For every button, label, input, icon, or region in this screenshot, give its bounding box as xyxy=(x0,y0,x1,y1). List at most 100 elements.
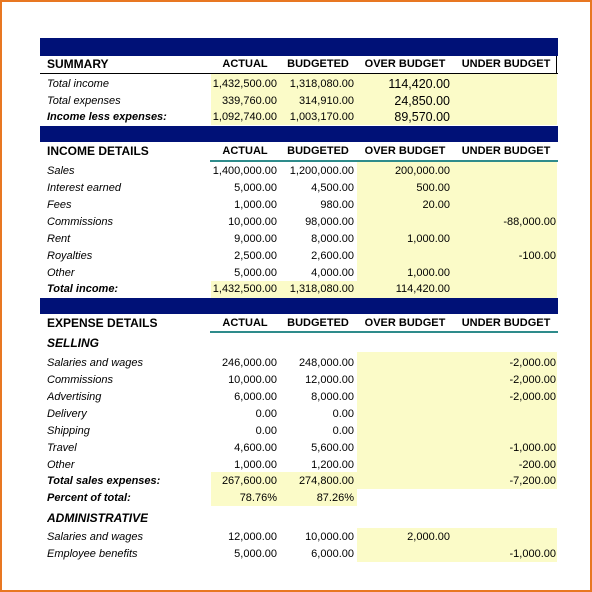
over-cell[interactable]: 114,420.00 xyxy=(388,77,450,91)
table-row[interactable]: Commissions 10,000.00 12,000.00 -2,000.0… xyxy=(40,372,558,389)
over-cell[interactable]: 114,420.00 xyxy=(395,283,450,295)
budgeted-cell[interactable]: 1,318,080.00 xyxy=(289,283,354,295)
table-row-total[interactable]: Total sales expenses: 267,600.00 274,800… xyxy=(40,473,558,490)
table-row-total[interactable]: Total income: 1,432,500.00 1,318,080.00 … xyxy=(40,281,558,298)
actual-cell[interactable]: 2,500.00 xyxy=(234,250,277,262)
budgeted-cell[interactable]: 1,200.00 xyxy=(311,459,354,471)
actual-cell[interactable]: 12,000.00 xyxy=(228,531,277,543)
actual-cell[interactable]: 5,000.00 xyxy=(234,182,277,194)
budgeted-cell[interactable]: 87.26% xyxy=(316,492,354,504)
budgeted-cell[interactable]: 8,000.00 xyxy=(311,391,354,403)
actual-cell[interactable]: 1,400,000.00 xyxy=(212,165,277,177)
under-cell[interactable] xyxy=(454,406,558,423)
under-cell[interactable] xyxy=(454,197,558,214)
under-cell[interactable] xyxy=(454,163,558,180)
budgeted-cell[interactable]: 10,000.00 xyxy=(305,531,354,543)
over-cell[interactable]: 2,000.00 xyxy=(407,531,450,543)
table-row[interactable]: Salaries and wages 246,000.00 248,000.00… xyxy=(40,355,558,372)
actual-cell[interactable]: 5,000.00 xyxy=(234,267,277,279)
over-cell[interactable] xyxy=(358,406,452,423)
under-cell[interactable]: -7,200.00 xyxy=(509,475,556,487)
actual-cell[interactable]: 0.00 xyxy=(255,425,277,437)
table-row[interactable]: Fees 1,000.00 980.00 20.00 xyxy=(40,197,558,214)
budgeted-cell[interactable]: 274,800.00 xyxy=(298,475,354,487)
actual-cell[interactable]: 78.76% xyxy=(239,492,277,504)
table-row[interactable]: Interest earned 5,000.00 4,500.00 500.00 xyxy=(40,180,558,197)
actual-cell[interactable]: 4,600.00 xyxy=(234,442,277,454)
under-cell[interactable] xyxy=(454,423,558,440)
table-row[interactable]: Rent 9,000.00 8,000.00 1,000.00 xyxy=(40,231,558,248)
table-row[interactable]: Delivery 0.00 0.00 xyxy=(40,406,558,423)
actual-cell[interactable]: 10,000.00 xyxy=(228,216,277,228)
budgeted-cell[interactable]: 980.00 xyxy=(320,199,354,211)
under-cell[interactable] xyxy=(454,281,558,298)
over-cell[interactable] xyxy=(358,355,452,372)
over-cell[interactable] xyxy=(358,389,452,406)
actual-cell[interactable]: 267,600.00 xyxy=(221,475,277,487)
actual-cell[interactable]: 1,432,500.00 xyxy=(212,283,277,295)
table-row[interactable]: Sales 1,400,000.00 1,200,000.00 200,000.… xyxy=(40,163,558,180)
actual-cell[interactable]: 339,760.00 xyxy=(221,95,277,107)
actual-cell[interactable]: 246,000.00 xyxy=(221,357,277,369)
budgeted-cell[interactable]: 248,000.00 xyxy=(298,357,354,369)
table-row[interactable]: Income less expenses: 1,092,740.00 1,003… xyxy=(40,109,558,126)
actual-cell[interactable]: 9,000.00 xyxy=(234,233,277,245)
actual-cell[interactable]: 0.00 xyxy=(255,408,277,420)
over-cell[interactable] xyxy=(358,546,452,563)
budgeted-cell[interactable]: 0.00 xyxy=(332,425,354,437)
under-cell[interactable]: -1,000.00 xyxy=(509,548,556,560)
over-cell[interactable] xyxy=(358,248,452,265)
actual-cell[interactable]: 1,092,740.00 xyxy=(212,111,277,123)
budgeted-cell[interactable]: 8,000.00 xyxy=(311,233,354,245)
table-row[interactable]: Salaries and wages 12,000.00 10,000.00 2… xyxy=(40,529,558,546)
table-row-percent[interactable]: Percent of total: 78.76% 87.26% xyxy=(40,490,558,507)
budgeted-cell[interactable]: 4,000.00 xyxy=(311,267,354,279)
budgeted-cell[interactable]: 2,600.00 xyxy=(311,250,354,262)
budgeted-cell[interactable]: 314,910.00 xyxy=(298,95,354,107)
table-row[interactable]: Total income 1,432,500.00 1,318,080.00 1… xyxy=(40,76,558,93)
budgeted-cell[interactable]: 1,318,080.00 xyxy=(289,78,354,90)
under-cell[interactable]: -100.00 xyxy=(518,250,556,262)
over-cell[interactable]: 1,000.00 xyxy=(407,233,450,245)
budgeted-cell[interactable]: 1,003,170.00 xyxy=(289,111,354,123)
under-cell[interactable]: -88,000.00 xyxy=(503,216,556,228)
under-cell[interactable] xyxy=(454,265,558,282)
over-cell[interactable] xyxy=(358,214,452,231)
under-cell[interactable]: -200.00 xyxy=(518,459,556,471)
over-cell[interactable] xyxy=(358,372,452,389)
actual-cell[interactable]: 6,000.00 xyxy=(234,391,277,403)
table-row[interactable]: Commissions 10,000.00 98,000.00 -88,000.… xyxy=(40,214,558,231)
table-row[interactable]: Employee benefits 5,000.00 6,000.00 -1,0… xyxy=(40,546,558,563)
under-cell[interactable] xyxy=(454,180,558,197)
over-cell[interactable] xyxy=(358,473,452,490)
budgeted-cell[interactable]: 4,500.00 xyxy=(311,182,354,194)
table-row[interactable]: Other 1,000.00 1,200.00 -200.00 xyxy=(40,457,558,474)
under-cell[interactable]: -1,000.00 xyxy=(509,442,556,454)
table-row[interactable]: Shipping 0.00 0.00 xyxy=(40,423,558,440)
under-cell[interactable]: -2,000.00 xyxy=(509,374,556,386)
actual-cell[interactable]: 1,000.00 xyxy=(234,459,277,471)
actual-cell[interactable]: 5,000.00 xyxy=(234,548,277,560)
table-row[interactable]: Travel 4,600.00 5,600.00 -1,000.00 xyxy=(40,440,558,457)
over-cell[interactable]: 1,000.00 xyxy=(407,267,450,279)
over-cell[interactable] xyxy=(358,423,452,440)
budgeted-cell[interactable]: 98,000.00 xyxy=(305,216,354,228)
actual-cell[interactable]: 1,432,500.00 xyxy=(212,78,277,90)
actual-cell[interactable]: 10,000.00 xyxy=(228,374,277,386)
actual-cell[interactable]: 1,000.00 xyxy=(234,199,277,211)
table-row[interactable]: Advertising 6,000.00 8,000.00 -2,000.00 xyxy=(40,389,558,406)
over-cell[interactable]: 20.00 xyxy=(422,199,450,211)
under-cell[interactable] xyxy=(454,231,558,248)
over-cell[interactable]: 89,570.00 xyxy=(394,110,450,124)
over-cell[interactable]: 24,850.00 xyxy=(394,94,450,108)
budgeted-cell[interactable]: 5,600.00 xyxy=(311,442,354,454)
over-cell[interactable] xyxy=(358,440,452,457)
budgeted-cell[interactable]: 12,000.00 xyxy=(305,374,354,386)
table-row[interactable]: Total expenses 339,760.00 314,910.00 24,… xyxy=(40,93,558,110)
budgeted-cell[interactable]: 0.00 xyxy=(332,408,354,420)
table-row[interactable]: Royalties 2,500.00 2,600.00 -100.00 xyxy=(40,248,558,265)
over-cell[interactable]: 500.00 xyxy=(416,182,450,194)
budgeted-cell[interactable]: 6,000.00 xyxy=(311,548,354,560)
budgeted-cell[interactable]: 1,200,000.00 xyxy=(289,165,354,177)
over-cell[interactable]: 200,000.00 xyxy=(394,165,450,177)
